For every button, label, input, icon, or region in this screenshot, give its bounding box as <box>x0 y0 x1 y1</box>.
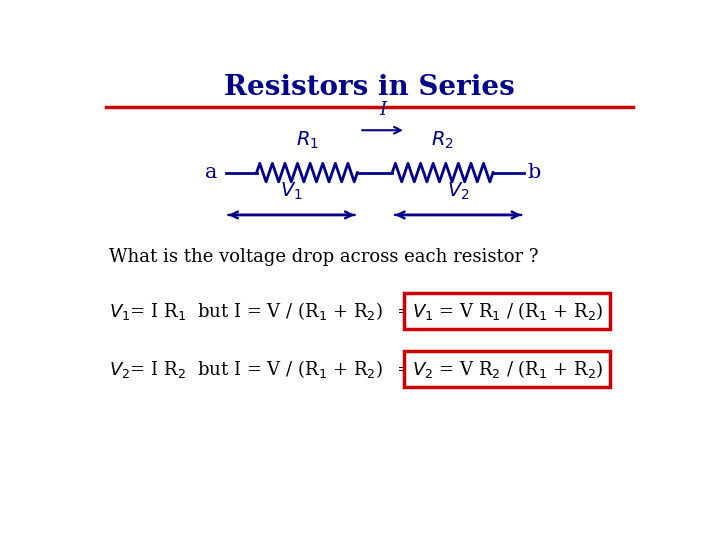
Text: $V_1$ = V R$_1$ / (R$_1$ + R$_2$): $V_1$ = V R$_1$ / (R$_1$ + R$_2$) <box>412 300 603 322</box>
Text: $V_1$= I R$_1$  but I = V / (R$_1$ + R$_2$)  $\Rightarrow$: $V_1$= I R$_1$ but I = V / (R$_1$ + R$_2… <box>109 300 414 322</box>
Text: $R_1$: $R_1$ <box>295 130 318 151</box>
Text: $V_2$: $V_2$ <box>447 180 469 202</box>
Text: What is the voltage drop across each resistor ?: What is the voltage drop across each res… <box>109 248 539 266</box>
Text: $V_2$= I R$_2$  but I = V / (R$_1$ + R$_2$)  $\Rightarrow$: $V_2$= I R$_2$ but I = V / (R$_1$ + R$_2… <box>109 358 414 380</box>
Text: $R_2$: $R_2$ <box>431 130 454 151</box>
Text: I: I <box>379 100 386 119</box>
Text: Resistors in Series: Resistors in Series <box>224 75 514 102</box>
Text: a: a <box>205 163 218 182</box>
Text: $V_1$: $V_1$ <box>280 180 303 202</box>
Text: $V_2$ = V R$_2$ / (R$_1$ + R$_2$): $V_2$ = V R$_2$ / (R$_1$ + R$_2$) <box>412 358 603 380</box>
Text: b: b <box>528 163 541 182</box>
